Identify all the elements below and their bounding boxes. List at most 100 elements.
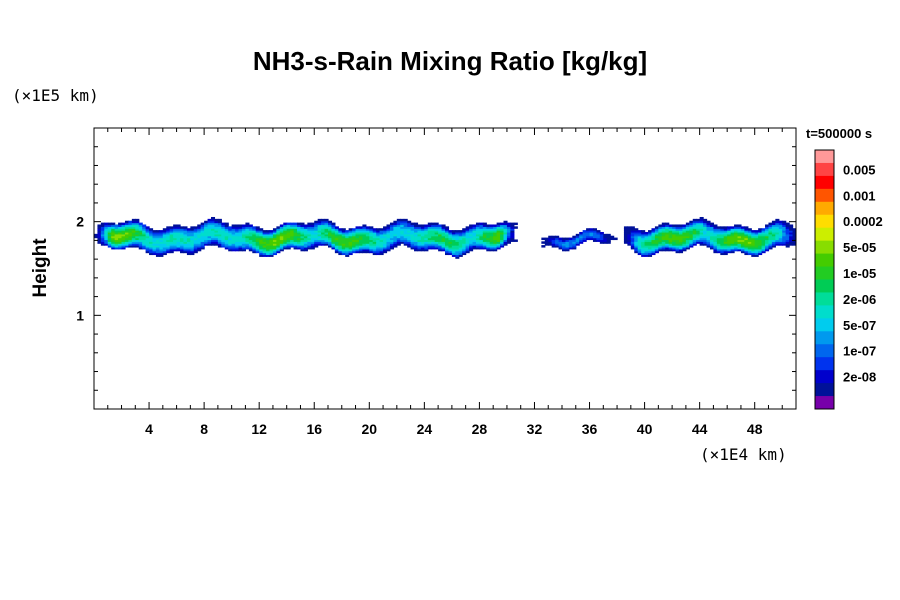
field-cell	[414, 245, 419, 248]
field-cell	[441, 243, 446, 246]
field-cell	[204, 241, 209, 244]
field-cell	[272, 252, 277, 256]
field-cell	[173, 245, 178, 248]
field-cell	[445, 231, 450, 235]
field-cell	[328, 222, 333, 226]
field-cell	[331, 233, 336, 237]
field-cell	[661, 222, 666, 226]
field-cell	[159, 241, 164, 244]
field-cell	[348, 231, 353, 235]
field-cell	[200, 246, 205, 250]
field-cell	[214, 228, 219, 231]
field-cell	[723, 250, 728, 254]
field-cell	[211, 243, 216, 246]
field-cell	[555, 245, 560, 248]
field-cell	[297, 245, 302, 248]
field-cell	[142, 224, 147, 227]
field-cell	[376, 243, 381, 246]
field-cell	[393, 239, 398, 242]
field-cell	[765, 246, 770, 250]
field-cell	[386, 241, 391, 244]
field-cell	[407, 222, 412, 226]
field-cell	[730, 241, 735, 244]
field-cell	[455, 250, 460, 254]
field-cell	[771, 222, 776, 226]
field-cell	[634, 237, 639, 241]
field-cell	[155, 233, 160, 237]
field-cell	[455, 254, 460, 257]
field-cell	[262, 252, 267, 256]
field-cell	[672, 241, 677, 244]
field-cell	[709, 243, 715, 246]
field-cell	[389, 233, 394, 237]
field-cell	[290, 222, 295, 226]
field-cell	[713, 233, 718, 237]
field-cell	[197, 243, 202, 246]
field-cell	[407, 220, 412, 224]
field-cell	[255, 248, 260, 252]
field-cell	[259, 231, 264, 235]
field-cell	[283, 241, 288, 244]
field-cell	[193, 237, 198, 241]
field-cell	[465, 243, 470, 246]
field-cell	[737, 230, 742, 233]
field-cell	[166, 237, 171, 241]
field-cell	[575, 233, 580, 237]
data-field	[94, 216, 796, 259]
field-cell	[503, 220, 508, 224]
field-cell	[228, 226, 233, 229]
field-cell	[627, 226, 632, 229]
field-cell	[111, 245, 116, 248]
field-cell	[211, 216, 216, 220]
field-cell	[269, 254, 274, 257]
field-cell	[324, 237, 329, 241]
field-cell	[493, 239, 498, 242]
field-cell	[338, 237, 343, 241]
field-cell	[472, 241, 477, 244]
field-cell	[510, 228, 515, 231]
field-cell	[155, 252, 160, 256]
field-cell	[672, 239, 677, 242]
field-cell	[427, 235, 432, 239]
field-cell	[255, 235, 260, 239]
field-cell	[634, 233, 639, 237]
field-cell	[276, 237, 281, 241]
field-cell	[200, 243, 205, 246]
field-cell	[434, 246, 439, 250]
field-cell	[734, 230, 739, 233]
field-cell	[152, 230, 157, 233]
field-cell	[699, 237, 704, 241]
field-cell	[699, 233, 704, 237]
field-cell	[358, 239, 364, 242]
field-cell	[689, 237, 694, 241]
field-cell	[434, 239, 439, 242]
field-cell	[713, 243, 718, 246]
field-cell	[417, 243, 422, 246]
field-cell	[348, 246, 353, 250]
field-cell	[672, 248, 677, 252]
field-cell	[324, 241, 329, 244]
field-cell	[586, 230, 591, 233]
field-cell	[372, 235, 377, 239]
field-cell	[358, 233, 364, 237]
field-cell	[475, 224, 481, 227]
field-cell	[138, 237, 143, 241]
field-cell	[651, 237, 656, 241]
field-cell	[555, 235, 560, 239]
field-cell	[596, 230, 601, 233]
field-cell	[124, 228, 130, 231]
field-cell	[118, 241, 123, 244]
field-cell	[121, 228, 126, 231]
field-cell	[176, 241, 181, 244]
field-cell	[169, 243, 174, 246]
field-cell	[586, 228, 591, 231]
field-cell	[286, 243, 291, 246]
field-cell	[506, 231, 511, 235]
field-cell	[541, 241, 546, 244]
field-cell	[276, 235, 281, 239]
field-cell	[668, 228, 673, 231]
field-cell	[300, 248, 305, 252]
field-cell	[500, 230, 505, 233]
field-cell	[493, 228, 498, 231]
field-cell	[293, 231, 298, 235]
